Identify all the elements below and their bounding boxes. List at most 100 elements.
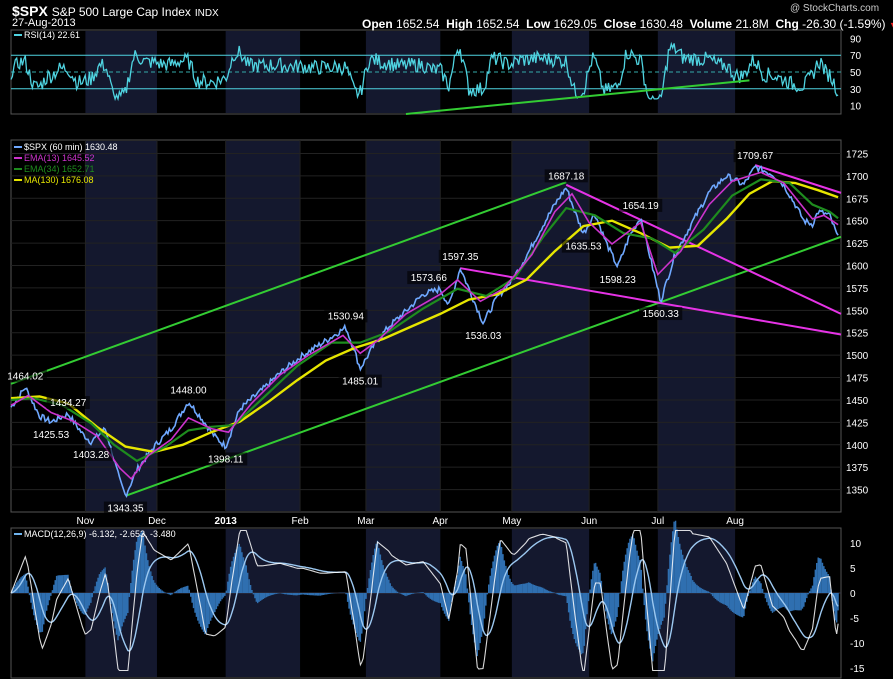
open-value: 1652.54 [396,17,440,31]
price-annotation-bg [438,249,482,263]
price-annotation-bg [166,383,211,397]
high-value: 1652.54 [476,17,520,31]
down-arrow-icon: ▼ [889,20,893,30]
price-annotation: 1573.66 [411,273,448,284]
low-value: 1629.05 [553,17,597,31]
price-tick-label: 1675 [846,194,869,205]
macd-tick-label: -5 [850,614,859,625]
price-tick-label: 1400 [846,441,869,452]
price-tick-label: 1525 [846,329,869,340]
price-tick-label: 1550 [846,306,869,317]
rsi-tick-label: 70 [850,51,862,62]
price-annotation: 1434.27 [50,398,87,409]
chart-symbol-line: $SPX S&P 500 Large Cap Index INDX [12,3,219,19]
exchange: INDX [194,8,219,19]
price-annotation: 1597.35 [442,252,479,263]
price-tick-label: 1600 [846,261,869,272]
price-legend-entry: MA(130) 1676.08 [24,175,94,185]
price-legend-entry: EMA(13) 1645.52 [24,153,95,163]
macd-tick-label: 0 [850,589,856,600]
price-annotation-bg [3,369,47,383]
symbol: $SPX [12,3,48,19]
rsi-tick-label: 90 [850,34,862,45]
month-label: Apr [433,516,449,527]
price-legend-entry: EMA(34) 1652.71 [24,164,95,174]
price-annotation-bg [639,307,683,321]
price-annotation: 1560.33 [643,309,680,320]
price-annotation: 1635.53 [565,242,602,253]
price-tick-label: 1700 [846,172,869,183]
high-label: High [446,17,473,31]
price-annotation-bg [324,309,368,323]
price-annotation-bg [338,374,382,388]
price-annotation-bg [69,447,113,461]
month-label: Jun [581,516,597,527]
price-tick-label: 1425 [846,418,869,429]
price-annotation-bg [46,396,90,410]
rsi-tick-label: 30 [850,85,862,96]
volume-value: 21.8M [735,17,769,31]
price-annotation: 1403.28 [73,450,110,461]
quote-bar: Open 1652.54 High 1652.54 Low 1629.05 Cl… [362,17,893,31]
month-label: 2013 [215,516,238,527]
price-annotation: 1464.02 [7,371,44,382]
price-annotation: 1448.00 [170,386,207,397]
index-name: S&P 500 Large Cap Index [51,5,191,19]
price-tick-label: 1450 [846,396,869,407]
month-label: Feb [291,516,309,527]
month-band [511,141,590,511]
price-annotation: 1654.19 [623,201,660,212]
trend-line [460,267,842,336]
volume-label: Volume [689,17,733,31]
price-tick-label: 1625 [846,239,869,250]
price-annotation-bg [204,452,248,466]
macd-tick-label: -15 [850,664,865,675]
price-legend-entry: $SPX (60 min) 1630.48 [24,142,118,152]
macd-legend: MACD(12,26,9) -6.132, -2.653, -3.480 [24,529,176,539]
watermark: @ StockCharts.com [790,3,880,14]
macd-tick-label: -10 [850,639,865,650]
month-label: Aug [726,516,744,527]
chg-label: Chg [775,17,799,31]
macd-tick-label: 10 [850,539,862,550]
price-line [10,165,839,499]
price-annotation-bg [407,271,451,285]
price-annotation-bg [619,198,663,212]
ema34-line [10,178,839,463]
rsi-tick-label: 10 [850,102,862,113]
channel-line [10,181,567,385]
low-label: Low [526,17,551,31]
ema13-line [10,171,839,480]
chg-value: -26.30 (-1.59%) [802,17,886,31]
price-annotation-bg [596,273,640,287]
price-annotation-bg [544,169,588,183]
price-tick-label: 1500 [846,351,869,362]
price-annotation: 1598.23 [600,275,637,286]
price-annotation-bg [733,149,777,163]
trend-line [754,164,842,194]
price-tick-label: 1650 [846,217,869,228]
month-label: Dec [148,516,166,527]
month-label: Nov [77,516,95,527]
price-annotation: 1687.18 [548,171,585,182]
price-annotation: 1530.94 [328,311,365,322]
price-annotation-bg [561,239,606,253]
close-value: 1630.48 [639,17,683,31]
month-band [657,141,736,511]
price-annotation: 1536.03 [465,331,502,342]
price-annotation-bg [103,501,148,515]
macd-line [10,529,839,672]
price-tick-label: 1350 [846,486,869,497]
price-tick-label: 1375 [846,463,869,474]
macd-tick-label: 5 [850,564,856,575]
month-label: May [502,516,521,527]
price-annotation: 1398.11 [208,454,244,465]
chart-date: 27-Aug-2013 [12,17,76,29]
month-band [365,141,441,511]
month-band [225,141,301,511]
rsi-tick-label: 50 [850,68,862,79]
price-annotation: 1425.53 [33,430,70,441]
rsi-trend-line [405,79,750,115]
price-annotation: 1343.35 [107,504,144,515]
price-annotation-bg [461,328,505,342]
